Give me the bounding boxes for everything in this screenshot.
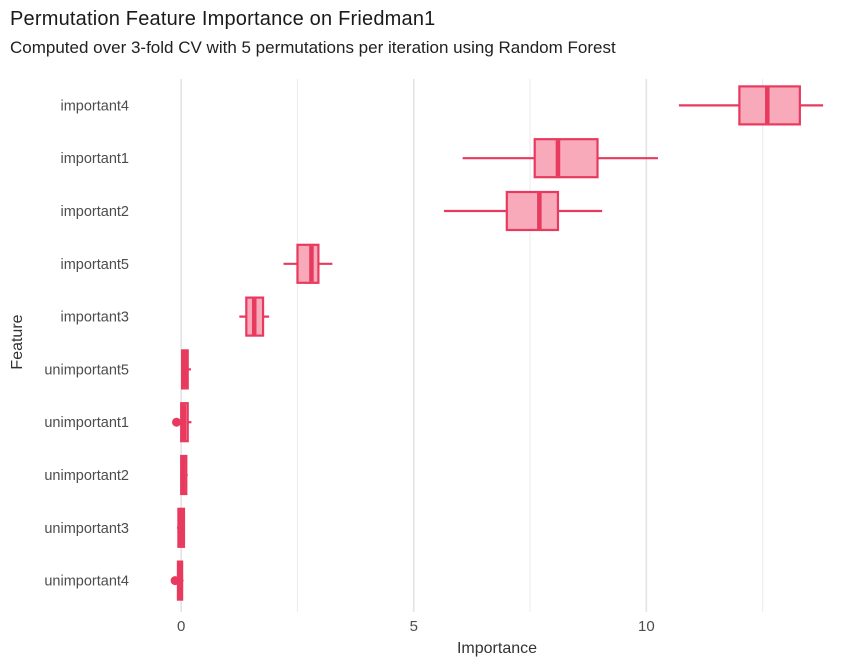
y-tick-label: unimportant4 — [44, 574, 129, 590]
y-tick-label: important4 — [60, 98, 129, 114]
chart-subtitle: Computed over 3-fold CV with 5 permutati… — [10, 38, 616, 57]
y-axis-title: Feature — [9, 314, 26, 370]
boxplot-box — [296, 243, 320, 284]
x-tick-label: 0 — [177, 618, 185, 635]
y-tick-label: important5 — [60, 257, 129, 273]
boxplot-outlier-dot — [172, 417, 182, 427]
y-tick-label: important3 — [60, 310, 129, 326]
y-tick-label: important1 — [60, 151, 129, 167]
y-tick-label: unimportant3 — [44, 521, 129, 537]
x-tick-label: 10 — [638, 618, 655, 635]
y-tick-label: important2 — [60, 204, 129, 220]
y-tick-label: unimportant1 — [44, 415, 129, 431]
y-tick-label: unimportant5 — [44, 362, 129, 378]
x-tick-label: 5 — [410, 618, 418, 635]
boxplot-box — [738, 85, 801, 126]
y-tick-label: unimportant2 — [44, 468, 129, 484]
x-axis-title: Importance — [456, 640, 538, 657]
chart-title: Permutation Feature Importance on Friedm… — [10, 8, 436, 30]
boxplot-box — [505, 190, 560, 232]
boxplot-box — [533, 138, 599, 179]
boxplot-outlier-dot — [170, 576, 180, 586]
